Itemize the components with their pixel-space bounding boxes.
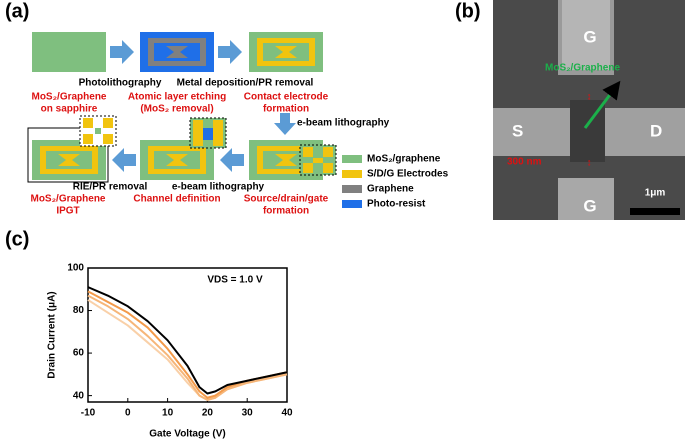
result-frame xyxy=(27,127,109,183)
legend-entry: Graphene xyxy=(367,184,414,195)
chart: -10 0 10 20 30 40 40 60 80 100 VDS = 1.0 V Gate Vol… xyxy=(47,263,293,440)
sem-label: G xyxy=(583,27,596,46)
sem-label: D xyxy=(650,121,662,140)
legend-entry: Photo-resist xyxy=(367,199,426,210)
step-caption: Atomic layer etching xyxy=(128,92,226,103)
device-step xyxy=(32,32,106,72)
sem-label: S xyxy=(512,121,523,140)
data-line xyxy=(87,286,288,395)
sem-image: ↕ ↕ xyxy=(493,0,685,220)
y-tick-label: 40 xyxy=(73,390,85,401)
step-caption: IPGT xyxy=(56,206,79,217)
panel-label: (a) xyxy=(5,0,29,22)
panel-label: (b) xyxy=(455,0,481,22)
step-caption: Source/drain/gate xyxy=(244,194,329,205)
step-caption: MoS₂/Graphene xyxy=(31,92,106,103)
x-tick-label: 40 xyxy=(281,408,293,419)
process: RIE/PR removal xyxy=(73,182,148,193)
step-caption: (MoS₂ removal) xyxy=(140,104,213,115)
x-axis-title: Gate Voltage (V) xyxy=(149,429,226,440)
y-tick-label: 100 xyxy=(67,263,84,274)
device-step xyxy=(249,32,323,72)
data-line xyxy=(87,294,288,401)
sem-label: MoS₂/Graphene xyxy=(545,63,620,74)
x-tick-label: 0 xyxy=(125,408,131,419)
step-caption: MoS₂/Graphene xyxy=(30,194,105,205)
svg-text:↕: ↕ xyxy=(587,92,592,103)
x-tick-label: -10 xyxy=(81,408,96,419)
legend-entry: MoS₂/graphene xyxy=(367,154,441,165)
sem-label: G xyxy=(583,196,596,215)
legend-swatches xyxy=(342,155,362,208)
panel-label: (c) xyxy=(5,228,29,250)
y-axis-title: Drain Current (μA) xyxy=(47,291,58,378)
process: e-beam lithography xyxy=(297,118,390,129)
process: e-beam lithography xyxy=(172,182,265,193)
data-line xyxy=(87,299,288,401)
step-caption: on sapphire xyxy=(41,104,98,115)
device-step xyxy=(140,32,214,72)
annotation: VDS = 1.0 V xyxy=(207,275,263,286)
step-caption: formation xyxy=(263,104,309,115)
x-tick-label: 30 xyxy=(242,408,254,419)
sem-label: 300 nm xyxy=(507,157,542,168)
process: Metal deposition/PR removal xyxy=(177,78,314,89)
legend-entry: S/D/G Electrodes xyxy=(367,169,449,180)
svg-text:↕: ↕ xyxy=(587,158,592,169)
arrows xyxy=(110,40,296,172)
plot-frame xyxy=(87,267,288,403)
step-caption: Contact electrode xyxy=(244,92,329,103)
step-caption: Channel definition xyxy=(133,194,220,205)
process: Photolithography xyxy=(79,78,162,89)
step-caption: formation xyxy=(263,206,309,217)
x-tick-label: 10 xyxy=(162,408,174,419)
y-tick-label: 80 xyxy=(73,305,85,316)
schematic xyxy=(27,32,362,208)
x-tick-label: 20 xyxy=(202,408,214,419)
y-tick-label: 60 xyxy=(73,348,85,359)
scale-bar-label: 1μm xyxy=(645,188,666,199)
